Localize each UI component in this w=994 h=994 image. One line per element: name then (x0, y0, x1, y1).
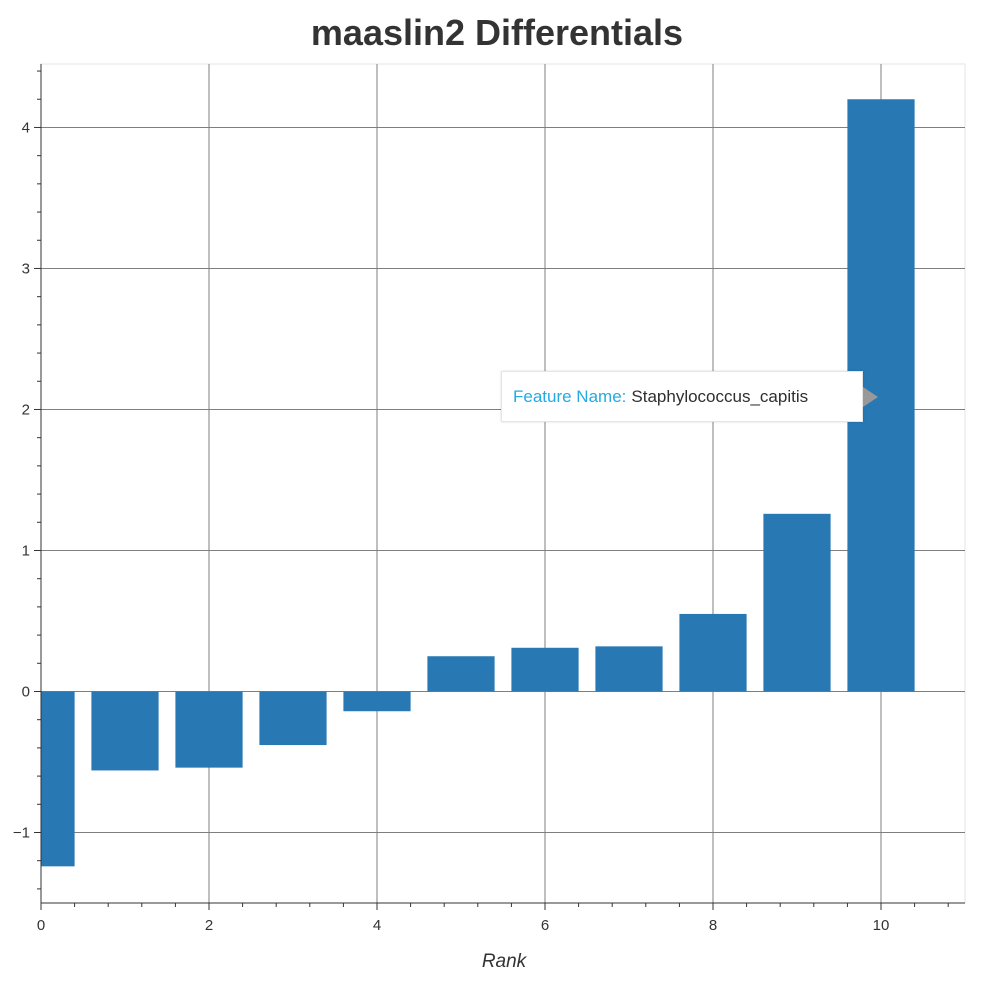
y-tick-label: 1 (22, 542, 30, 559)
grid-lines (40, 63, 966, 904)
x-tick-label: 4 (373, 917, 381, 934)
bar (343, 691, 411, 712)
y-tick-label: 0 (22, 683, 30, 700)
plot-frame (40, 63, 966, 904)
axes: 0 2 4 6 8 10 −1 0 1 2 3 4 (13, 64, 965, 934)
hover-tooltip: Feature Name: Staphylococcus_capitis (501, 371, 878, 422)
bar (763, 513, 831, 692)
bar (259, 691, 327, 746)
bar (679, 613, 747, 692)
y-tick-label: 3 (22, 260, 30, 277)
y-tick-label: 4 (22, 119, 30, 136)
tooltip-arrow-icon (863, 387, 878, 407)
bar (175, 691, 243, 768)
bar (511, 647, 579, 692)
x-axis-label: Rank (482, 951, 528, 972)
bars (41, 99, 915, 867)
bar (91, 691, 159, 771)
y-tick-label: −1 (13, 824, 30, 841)
chart-title: maaslin2 Differentials (310, 12, 684, 53)
bar (41, 691, 75, 867)
y-tick-label: 2 (22, 401, 30, 418)
tooltip-key: Feature Name: (513, 386, 627, 406)
x-tick-label: 0 (37, 917, 45, 934)
x-tick-label: 2 (205, 917, 213, 934)
bar (427, 656, 495, 692)
tooltip-value: Staphylococcus_capitis (631, 386, 809, 406)
bar (595, 646, 663, 692)
x-tick-label: 6 (541, 917, 549, 934)
x-tick-label: 10 (873, 917, 890, 934)
x-tick-label: 8 (709, 917, 717, 934)
